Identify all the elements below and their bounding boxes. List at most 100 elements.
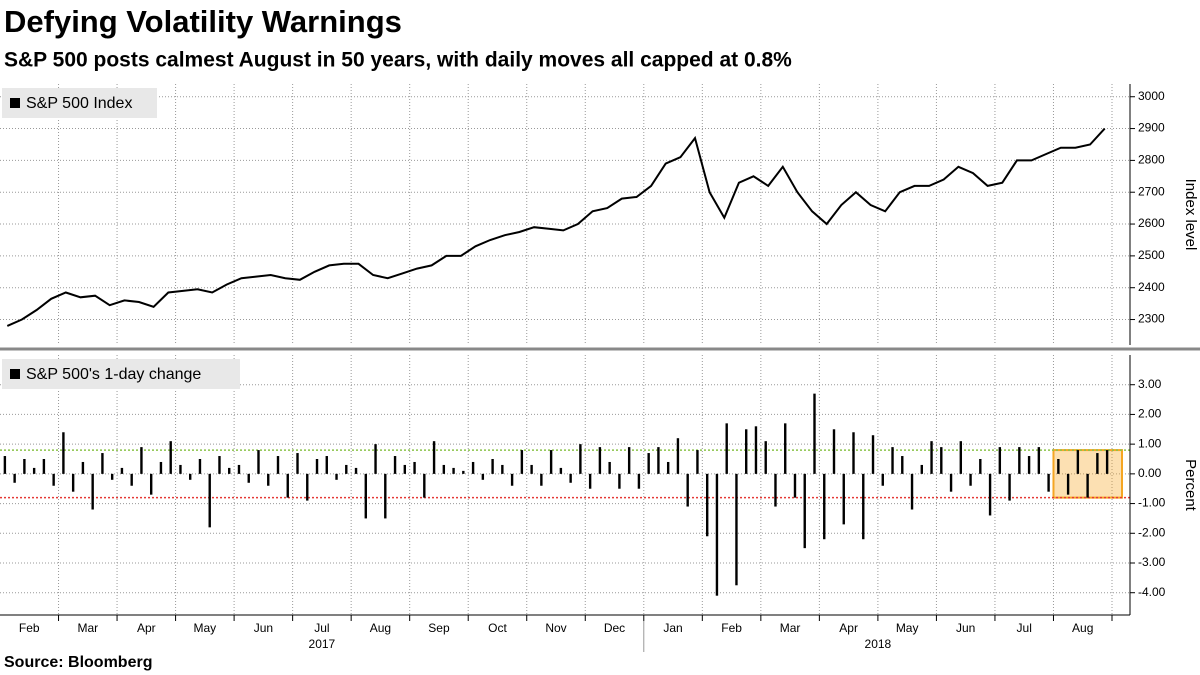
- bar: [169, 441, 172, 474]
- y-tick-label: 2800: [1138, 153, 1165, 167]
- bar: [803, 473, 806, 549]
- bar: [42, 459, 46, 474]
- bar: [71, 473, 75, 492]
- bar: [442, 464, 446, 474]
- bar: [159, 461, 163, 474]
- bar: [413, 461, 416, 474]
- bar: [374, 444, 377, 474]
- y-tick-label: 2900: [1138, 121, 1165, 135]
- bar: [237, 464, 241, 474]
- bar: [998, 447, 1002, 474]
- x-tick-label: Mar: [780, 621, 801, 635]
- bar: [1105, 450, 1109, 474]
- bar: [3, 456, 7, 474]
- y-tick-label: 2500: [1138, 248, 1165, 262]
- bar: [979, 459, 982, 474]
- x-tick-label: Dec: [604, 621, 625, 635]
- bar: [891, 447, 894, 474]
- bar: [705, 473, 709, 537]
- bar: [881, 473, 884, 486]
- bar: [491, 459, 494, 474]
- x-tick-label: Aug: [1072, 621, 1093, 635]
- chart-subtitle: S&P 500 posts calmest August in 50 years…: [4, 49, 792, 72]
- legend-label: S&P 500 Index: [26, 95, 132, 112]
- bar: [23, 459, 26, 474]
- bar: [871, 435, 875, 474]
- bar: [325, 456, 328, 474]
- x-tick-label: Jul: [1017, 621, 1032, 635]
- bar: [101, 453, 104, 474]
- legend-label: S&P 500's 1-day change: [26, 366, 201, 383]
- bar: [364, 473, 367, 519]
- bar: [306, 473, 309, 501]
- bar: [462, 470, 465, 474]
- bar: [618, 473, 621, 489]
- bar: [666, 461, 670, 474]
- y-tick-label: -4.00: [1138, 585, 1166, 599]
- bar: [1076, 450, 1080, 474]
- bar: [384, 473, 387, 519]
- bar: [471, 461, 475, 474]
- index-line: [6, 127, 1106, 327]
- bar: [208, 473, 211, 528]
- source: Source: Bloomberg: [4, 654, 152, 671]
- x-tick-label: Oct: [488, 621, 507, 635]
- bar: [930, 441, 933, 474]
- x-tick-label: Jun: [254, 621, 273, 635]
- bar: [686, 473, 689, 507]
- bar: [813, 393, 816, 474]
- legend-swatch: [10, 369, 20, 379]
- y-tick-label: 2300: [1138, 312, 1165, 326]
- bar: [657, 447, 660, 474]
- bar: [481, 473, 485, 480]
- bar: [393, 456, 397, 474]
- x-tick-label: Feb: [19, 621, 40, 635]
- bar: [110, 473, 114, 480]
- bar: [784, 423, 787, 474]
- bar: [81, 461, 85, 474]
- bar: [345, 464, 348, 474]
- bar: [257, 450, 260, 474]
- x-tick-label: Sep: [428, 621, 450, 635]
- bar: [276, 456, 280, 474]
- y-axis-label: Percent: [1182, 459, 1199, 512]
- bar: [32, 467, 36, 474]
- bar: [423, 473, 426, 498]
- bar: [1008, 473, 1011, 501]
- y-tick-label: 2.00: [1138, 407, 1162, 421]
- bar: [228, 467, 231, 474]
- chart-title: Defying Volatility Warnings: [4, 4, 402, 39]
- x-tick-label: Nov: [545, 621, 566, 635]
- bar: [530, 464, 533, 474]
- legend-box: [2, 359, 240, 389]
- y-tick-label: -2.00: [1138, 525, 1166, 539]
- bar: [510, 473, 514, 486]
- y-tick-label: 1.00: [1138, 436, 1162, 450]
- bar: [140, 447, 143, 474]
- y-tick-label: 3000: [1138, 89, 1165, 103]
- bar: [647, 453, 650, 474]
- bar: [403, 464, 407, 474]
- year-label: 2018: [865, 637, 892, 651]
- bar: [296, 453, 299, 474]
- bar: [627, 447, 631, 474]
- bar: [432, 441, 436, 474]
- bar: [179, 464, 182, 474]
- bar: [735, 473, 738, 586]
- bar: [354, 467, 358, 474]
- legend-swatch: [10, 98, 20, 108]
- bar: [959, 441, 963, 474]
- bar: [501, 464, 504, 474]
- y-axis-label: Index level: [1182, 179, 1199, 251]
- bar: [198, 459, 202, 474]
- bar: [910, 473, 914, 510]
- bar: [823, 473, 826, 540]
- bar: [549, 450, 553, 474]
- y-tick-label: 2700: [1138, 184, 1165, 198]
- bar: [1096, 453, 1099, 474]
- bar: [579, 444, 582, 474]
- bar: [1018, 447, 1021, 474]
- bar: [1066, 473, 1070, 495]
- bar: [969, 473, 972, 486]
